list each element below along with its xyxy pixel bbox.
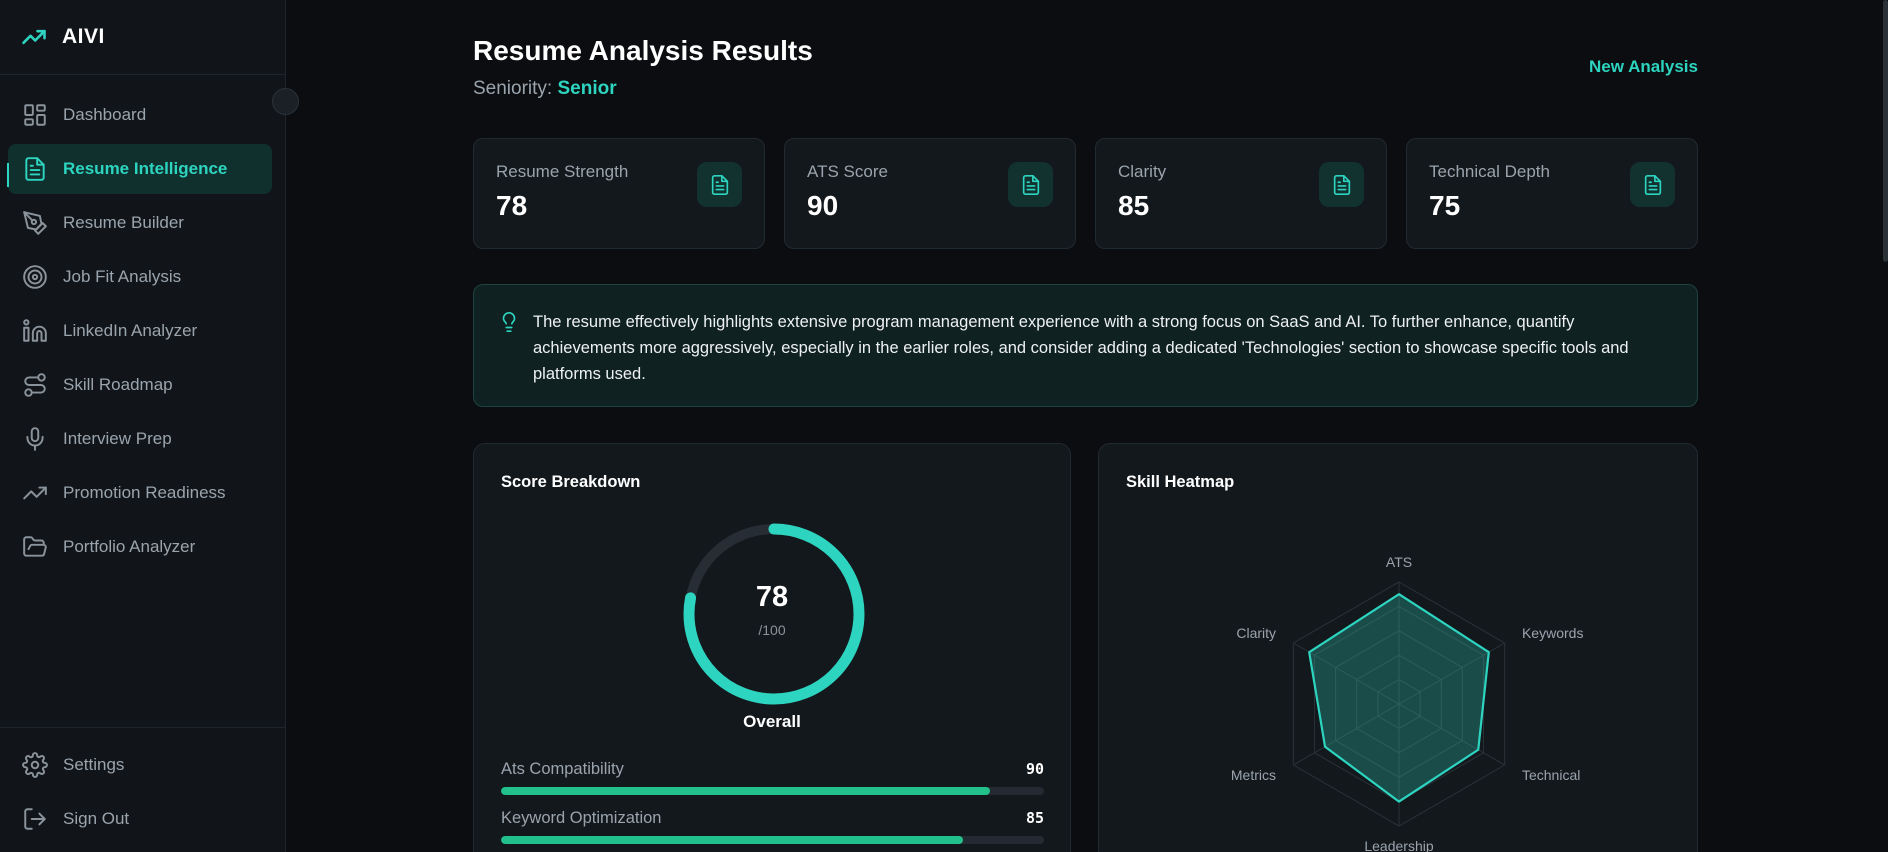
page-title: Resume Analysis Results <box>473 35 813 66</box>
score-bar-row: Ats Compatibility 90 <box>501 760 1044 795</box>
folder-icon <box>23 536 47 557</box>
sign-out-icon <box>24 808 46 830</box>
stat-value: 75 <box>1429 190 1461 221</box>
sidebar-item-interview-prep[interactable]: Interview Prep <box>8 414 272 464</box>
sidebar-item-label: Skill Roadmap <box>63 375 173 394</box>
sidebar-item-label: Settings <box>63 755 125 774</box>
brand[interactable]: AIVI <box>0 0 285 75</box>
gauge-arc <box>683 523 865 705</box>
sidebar-item-resume-intelligence[interactable]: Resume Intelligence <box>7 144 272 194</box>
radar-spoke <box>1293 703 1400 766</box>
route-icon <box>24 373 46 397</box>
trending-up-logo-icon <box>22 29 46 45</box>
radar-axis-label: Keywords <box>1522 625 1583 641</box>
document-icon <box>25 157 45 181</box>
radar-axis-label: ATS <box>1386 554 1412 570</box>
score-bar-track <box>501 836 1044 844</box>
sidebar-item-promotion-readiness[interactable]: Promotion Readiness <box>8 468 272 518</box>
sidebar-item-job-fit-analysis[interactable]: Job Fit Analysis <box>8 252 272 302</box>
ai-summary-box: The resume effectively highlights extens… <box>473 284 1698 407</box>
stat-value: 85 <box>1118 190 1150 221</box>
sidebar-item-skill-roadmap[interactable]: Skill Roadmap <box>8 360 272 410</box>
sidebar-bottom: Settings Sign Out <box>8 740 272 848</box>
score-bar-row: Keyword Optimization 85 <box>501 809 1044 844</box>
sidebar-item-label: Job Fit Analysis <box>63 267 182 286</box>
radar-series-area <box>1308 593 1490 803</box>
sidebar-item-dashboard[interactable]: Dashboard <box>8 90 272 140</box>
score-bar-label: Ats Compatibility <box>501 760 624 778</box>
stat-label: ATS Score <box>807 162 888 181</box>
radar-spoke <box>1398 642 1505 705</box>
sidebar-item-resume-builder[interactable]: Resume Builder <box>8 198 272 248</box>
overall-score-suffix: /100 <box>758 622 786 638</box>
stat-cards: Resume Strength 78 ATS Score 90 Clarity … <box>473 138 1698 249</box>
seniority-label: Seniority: <box>473 78 553 99</box>
score-bar-fill <box>501 836 963 844</box>
score-bar-value: 85 <box>1025 809 1044 827</box>
radar-spoke <box>1398 703 1505 766</box>
radar-axis-label: Technical <box>1522 767 1580 783</box>
page-scrollbar[interactable] <box>1883 0 1888 262</box>
stat-card-ats-score: ATS Score 90 <box>784 138 1076 249</box>
overall-score-value: 78 <box>755 581 789 613</box>
stat-label: Technical Depth <box>1429 162 1550 181</box>
stat-label: Clarity <box>1118 162 1167 181</box>
sidebar: AIVI Dashboard Resume Intelligence Resum… <box>0 0 286 852</box>
sidebar-item-label: Promotion Readiness <box>63 483 226 502</box>
stat-value: 78 <box>496 190 528 221</box>
seniority-value: Senior <box>557 78 617 99</box>
summary-text: The resume effectively highlights extens… <box>533 313 1629 383</box>
card-title: Skill Heatmap <box>1126 473 1235 491</box>
new-analysis-link[interactable]: New Analysis <box>1589 57 1698 76</box>
skill-heatmap-card: Skill Heatmap ATS Keywords Technical Leader… <box>1098 443 1698 852</box>
score-bars: Ats Compatibility 90 Keyword Optimizatio… <box>501 760 1044 852</box>
document-icon <box>1008 162 1053 207</box>
gear-icon <box>22 752 48 778</box>
stat-card-resume-strength: Resume Strength 78 <box>473 138 765 249</box>
score-bar-fill <box>501 787 990 795</box>
lightbulb-icon <box>502 312 516 332</box>
sidebar-divider <box>0 727 286 728</box>
sidebar-item-settings[interactable]: Settings <box>8 740 272 790</box>
card-title: Score Breakdown <box>501 473 641 491</box>
sidebar-item-linkedin-analyzer[interactable]: LinkedIn Analyzer <box>8 306 272 356</box>
sidebar-collapse-toggle[interactable] <box>272 88 299 115</box>
pen-tool-icon <box>23 211 47 235</box>
score-breakdown-card: Score Breakdown 78 /100 Overall Ats Comp… <box>473 443 1071 852</box>
score-bar-label: Keyword Optimization <box>501 809 662 827</box>
trending-up-icon <box>23 486 47 500</box>
sidebar-item-label: Portfolio Analyzer <box>63 537 196 556</box>
sidebar-item-sign-out[interactable]: Sign Out <box>8 794 272 844</box>
radar-spoke <box>1293 642 1400 705</box>
sidebar-item-label: Resume Builder <box>63 213 184 232</box>
radar-axis-label: Leadership <box>1364 838 1433 852</box>
target-icon <box>23 265 47 289</box>
app-name: AIVI <box>62 25 105 48</box>
linkedin-icon <box>23 319 47 342</box>
dashboard-icon <box>24 104 46 126</box>
stat-label: Resume Strength <box>496 162 629 181</box>
document-icon <box>1319 162 1364 207</box>
sidebar-item-portfolio-analyzer[interactable]: Portfolio Analyzer <box>8 522 272 572</box>
overall-score-label: Overall <box>743 712 801 731</box>
radar-axis-label: Clarity <box>1236 625 1276 641</box>
skill-radar-chart: ATS Keywords Technical Leadership Metrics Cla… <box>1231 554 1584 852</box>
score-bar-track <box>501 787 1044 795</box>
overall-score-gauge <box>683 523 865 705</box>
sidebar-nav: Dashboard Resume Intelligence Resume Bui… <box>7 90 272 576</box>
stat-card-clarity: Clarity 85 <box>1095 138 1387 249</box>
stat-card-technical-depth: Technical Depth 75 <box>1406 138 1698 249</box>
microphone-icon <box>26 427 44 451</box>
radar-axis-label: Metrics <box>1231 767 1276 783</box>
sidebar-item-label: Sign Out <box>63 809 130 828</box>
document-icon <box>1630 162 1675 207</box>
stat-value: 90 <box>807 190 839 221</box>
sidebar-item-label: Resume Intelligence <box>63 159 228 178</box>
score-bar-value: 90 <box>1025 760 1044 778</box>
sidebar-item-label: Dashboard <box>63 105 147 124</box>
sidebar-item-label: LinkedIn Analyzer <box>63 321 198 340</box>
seniority: Seniority: Senior <box>473 78 617 100</box>
document-icon <box>697 162 742 207</box>
sidebar-item-label: Interview Prep <box>63 429 172 448</box>
